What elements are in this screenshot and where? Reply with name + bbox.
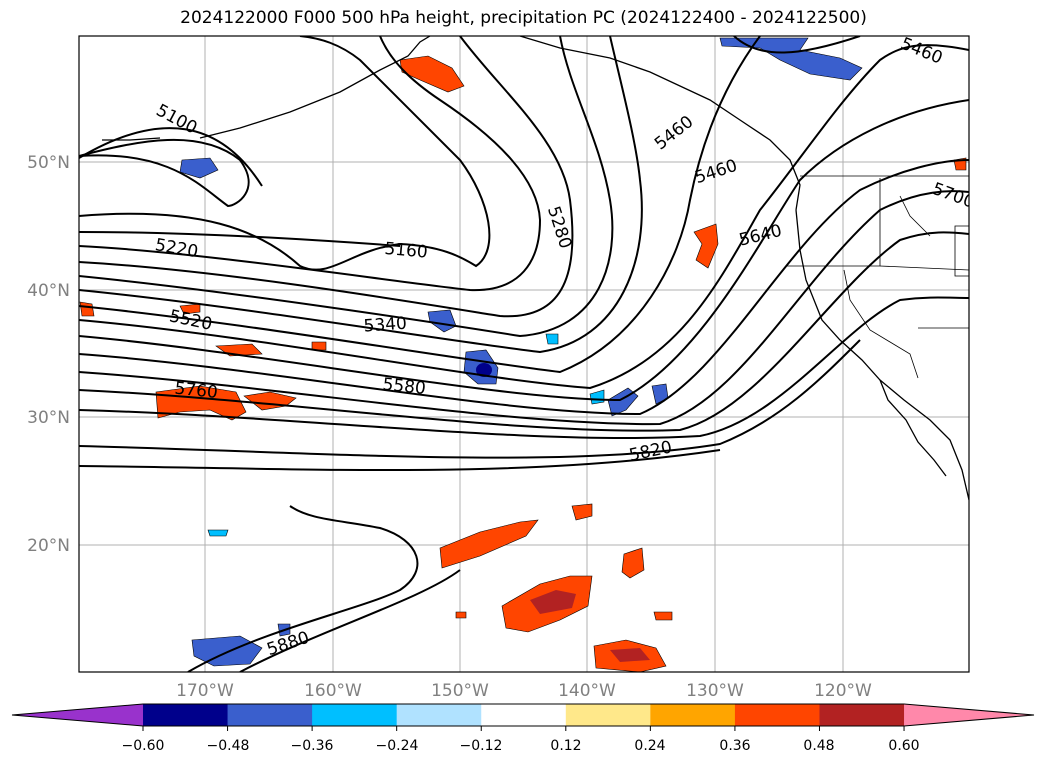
colorbar-extend-min xyxy=(12,704,143,726)
precip-positive-core xyxy=(530,590,576,614)
contour-line xyxy=(79,127,263,187)
contour-line xyxy=(733,36,861,54)
contour-line xyxy=(79,138,250,208)
precip-negative-core xyxy=(476,363,492,377)
political-borders xyxy=(786,175,969,379)
colorbar-tick-labels: −0.60 −0.48 −0.36 −0.24 −0.12 0.12 0.24 … xyxy=(122,738,920,754)
precip-positive-area xyxy=(311,341,327,351)
longitude-labels: 170°W 160°W 150°W 140°W 130°W 120°W xyxy=(176,681,872,701)
lat-label: 20°N xyxy=(27,536,70,556)
latitude-labels: 50°N 40°N 30°N 20°N xyxy=(27,153,70,556)
precip-negative-area xyxy=(191,635,263,667)
precip-positive-area xyxy=(439,519,539,569)
lon-label: 160°W xyxy=(304,681,362,701)
precip-positive-area xyxy=(455,611,467,619)
precip-positive-area xyxy=(571,503,593,521)
map-frame xyxy=(78,35,970,673)
colorbar-tick: 0.12 xyxy=(550,738,581,754)
colorbar-segment xyxy=(312,704,398,726)
contour-line xyxy=(79,36,761,374)
precip-positive-area xyxy=(155,385,247,421)
colorbar-tick: −0.24 xyxy=(376,738,419,754)
contour-line xyxy=(187,505,419,672)
contour-line xyxy=(79,36,574,318)
colorbar-tick: −0.48 xyxy=(207,738,250,754)
colorbar-tick: 0.36 xyxy=(719,738,750,754)
contour-line xyxy=(79,159,969,416)
colorbar-tick: 0.60 xyxy=(888,738,919,754)
colorbar-segment xyxy=(819,704,905,726)
lat-label: 30°N xyxy=(27,408,70,428)
contour-line xyxy=(79,44,969,390)
map-area: 5100 5160 5220 5280 5340 5460 5460 5460 … xyxy=(79,36,969,672)
contour-line xyxy=(79,231,969,432)
colorbar-segment xyxy=(143,704,229,726)
contour-line xyxy=(79,36,643,354)
precip-positive-area xyxy=(79,301,95,317)
precip-positive-area xyxy=(621,547,645,579)
precip-negative-area xyxy=(545,333,559,345)
colorbar-tick: −0.36 xyxy=(291,738,334,754)
contour-line xyxy=(79,190,969,426)
contour-line xyxy=(79,449,721,472)
lat-label: 40°N xyxy=(27,281,70,301)
colorbar-segment xyxy=(481,704,567,726)
precip-negative-area xyxy=(179,157,219,179)
colorbar-tick: −0.12 xyxy=(460,738,503,754)
contour-line xyxy=(79,36,491,271)
contour-label: 5340 xyxy=(363,314,408,337)
contour-label: 5580 xyxy=(382,375,427,399)
lon-label: 150°W xyxy=(431,681,489,701)
contour-line xyxy=(79,36,614,338)
lon-label: 130°W xyxy=(686,681,744,701)
precip-positive-core xyxy=(610,648,650,662)
precip-negative-area xyxy=(427,309,457,333)
height-contours xyxy=(79,36,969,672)
precip-positive-area xyxy=(693,223,719,269)
precip-positive-area xyxy=(399,55,465,93)
colorbar xyxy=(11,703,1035,731)
lon-label: 170°W xyxy=(176,681,234,701)
lon-label: 140°W xyxy=(558,681,616,701)
colorbar-tick: 0.24 xyxy=(634,738,665,754)
coastlines xyxy=(102,36,969,501)
colorbar-extend-max xyxy=(904,704,1034,726)
lon-label: 120°W xyxy=(814,681,872,701)
contour-label: 5760 xyxy=(174,379,219,403)
colorbar-segment xyxy=(734,704,820,726)
contour-line xyxy=(79,99,969,402)
map-title: 2024122000 F000 500 hPa height, precipit… xyxy=(180,8,867,28)
colorbar-tick: 0.48 xyxy=(803,738,834,754)
contour-line xyxy=(79,296,969,439)
colorbar-segment xyxy=(396,704,482,726)
precip-negative-area xyxy=(719,37,863,81)
contour-line xyxy=(79,231,401,247)
contour-label: 5160 xyxy=(384,239,429,263)
precip-positive-area xyxy=(653,611,673,621)
lat-label: 50°N xyxy=(27,153,70,173)
precip-positive-area xyxy=(179,303,201,315)
colorbar-segment xyxy=(650,704,736,726)
colorbar-tick: −0.60 xyxy=(122,738,165,754)
precip-negative-area xyxy=(207,529,229,537)
colorbar-segment xyxy=(565,704,651,726)
colorbar-segment xyxy=(227,704,313,726)
contour-line xyxy=(79,36,542,292)
contour-line xyxy=(79,339,861,459)
contour-line xyxy=(239,569,461,672)
